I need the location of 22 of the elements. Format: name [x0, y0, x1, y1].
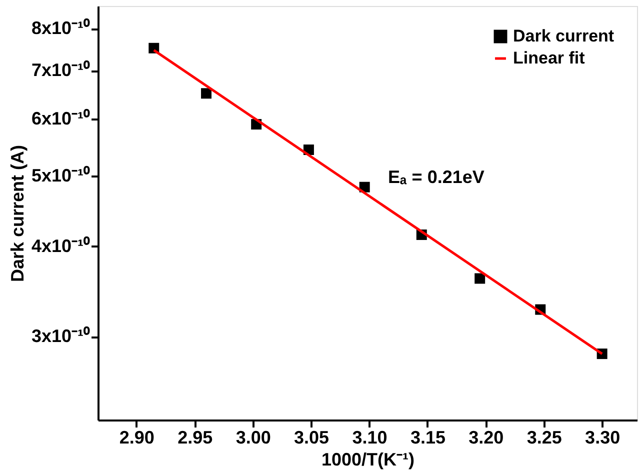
x-tick-label: 3.15	[410, 428, 446, 448]
x-tick-label: 3.30	[585, 428, 620, 448]
x-tick-label: 3.20	[468, 428, 504, 448]
annotation: Eₐ = 0.21eV	[388, 167, 484, 187]
x-tick-label: 3.00	[236, 428, 271, 448]
x-axis-title: 1000/T(K⁻¹)	[321, 450, 415, 470]
x-tick-label: 2.90	[119, 428, 154, 448]
legend-label: Linear fit	[513, 48, 586, 68]
y-tick-label: 5x10⁻¹⁰	[31, 166, 90, 186]
legend-label: Dark current	[513, 26, 614, 46]
y-tick-label: 7x10⁻¹⁰	[31, 60, 90, 80]
x-tick-label: 2.95	[178, 428, 213, 448]
y-tick-label: 6x10⁻¹⁰	[31, 108, 90, 129]
y-tick-label: 8x10⁻¹⁰	[31, 18, 90, 38]
x-tick-label: 3.10	[352, 428, 388, 448]
x-tick-label: 3.25	[526, 428, 562, 448]
point	[201, 88, 212, 99]
y-tick-label: 3x10⁻¹⁰	[31, 326, 90, 346]
y-axis-title: Dark current (A)	[7, 144, 28, 282]
y-tick-label: 4x10⁻¹⁰	[31, 236, 90, 256]
x-tick-label: 3.05	[294, 428, 330, 448]
point	[474, 273, 486, 284]
